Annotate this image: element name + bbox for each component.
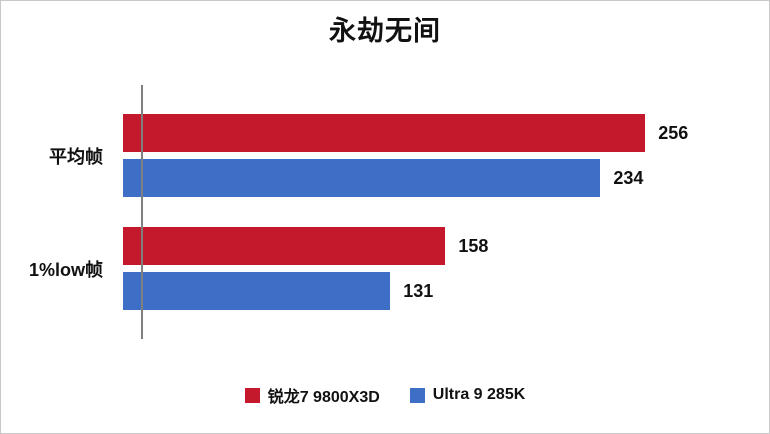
bar-row-ryzen-avg: 256 [123,114,735,152]
chart-title: 永劫无间 [329,16,441,46]
bar-ryzen-low [123,227,446,265]
bars-avg-fps: 256 234 [123,107,735,204]
bars-1pct-low: 158 131 [123,220,735,317]
bar-ultra-avg [123,159,601,197]
category-label-1pct-low: 1%low帧 [28,259,103,280]
bar-row-ultra-avg: 234 [123,159,735,197]
bar-value-ryzen-avg: 256 [658,122,689,143]
bar-row-ryzen-low: 158 [123,227,735,265]
bar-row-ultra-low: 131 [123,272,735,310]
bar-group-1pct-low: 1%low帧 158 131 [19,220,735,317]
plot-inner: 平均帧 256 234 1%low帧 [19,85,735,339]
bar-group-avg-fps: 平均帧 256 234 [19,107,735,204]
legend-swatch-ryzen-icon [244,387,260,403]
legend: 锐龙7 9800X3D Ultra 9 285K [1,383,769,407]
category-label-avg-fps: 平均帧 [49,146,103,167]
plot-area: 平均帧 256 234 1%low帧 [1,47,769,377]
y-axis-line [141,85,143,339]
legend-item-ultra: Ultra 9 285K [409,386,526,404]
legend-item-ryzen: 锐龙7 9800X3D [244,383,380,407]
bar-value-ryzen-low: 158 [458,235,489,256]
legend-label-ryzen: 锐龙7 9800X3D [267,389,380,406]
legend-label-ultra: Ultra 9 285K [432,386,526,403]
bar-value-ultra-low: 131 [403,280,434,301]
bar-ultra-low [123,272,391,310]
legend-swatch-ultra-icon [409,387,425,403]
bar-ryzen-avg [123,114,646,152]
bar-value-ultra-avg: 234 [613,167,644,188]
